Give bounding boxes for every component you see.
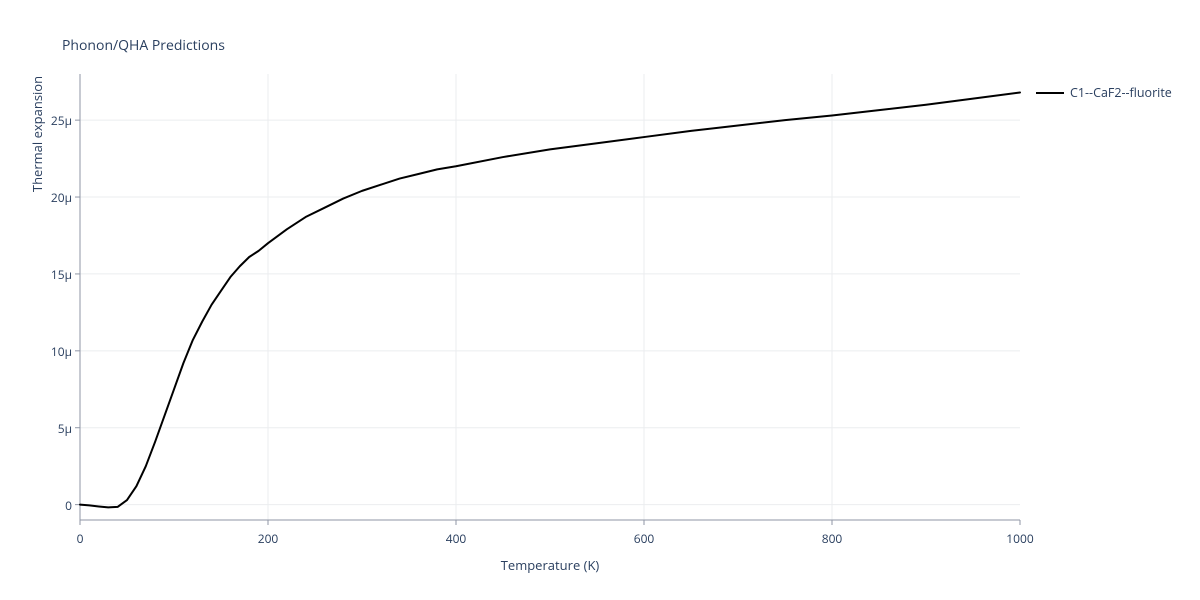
x-tick-label: 800 [817, 530, 847, 547]
x-tick-label: 600 [629, 530, 659, 547]
y-tick-label: 20μ [40, 189, 72, 206]
legend-swatch [1036, 92, 1064, 94]
plot-area [74, 73, 1021, 527]
y-tick-label: 10μ [40, 343, 72, 360]
y-tick-label: 15μ [40, 266, 72, 283]
y-tick-label: 25μ [40, 112, 72, 129]
y-tick-label: 0 [40, 497, 72, 514]
y-axis-label: Thermal expansion [28, 0, 46, 357]
y-tick-label: 5μ [40, 420, 72, 437]
x-tick-label: 0 [65, 530, 95, 547]
x-tick-label: 400 [441, 530, 471, 547]
legend: C1--CaF2--fluorite [1036, 84, 1172, 101]
chart-container: Phonon/QHA Predictions Temperature (K) T… [0, 0, 1200, 600]
x-axis-label: Temperature (K) [80, 556, 1020, 574]
x-tick-label: 200 [253, 530, 283, 547]
chart-title: Phonon/QHA Predictions [62, 36, 225, 55]
x-tick-label: 1000 [1005, 530, 1035, 547]
legend-label: C1--CaF2--fluorite [1070, 84, 1172, 101]
